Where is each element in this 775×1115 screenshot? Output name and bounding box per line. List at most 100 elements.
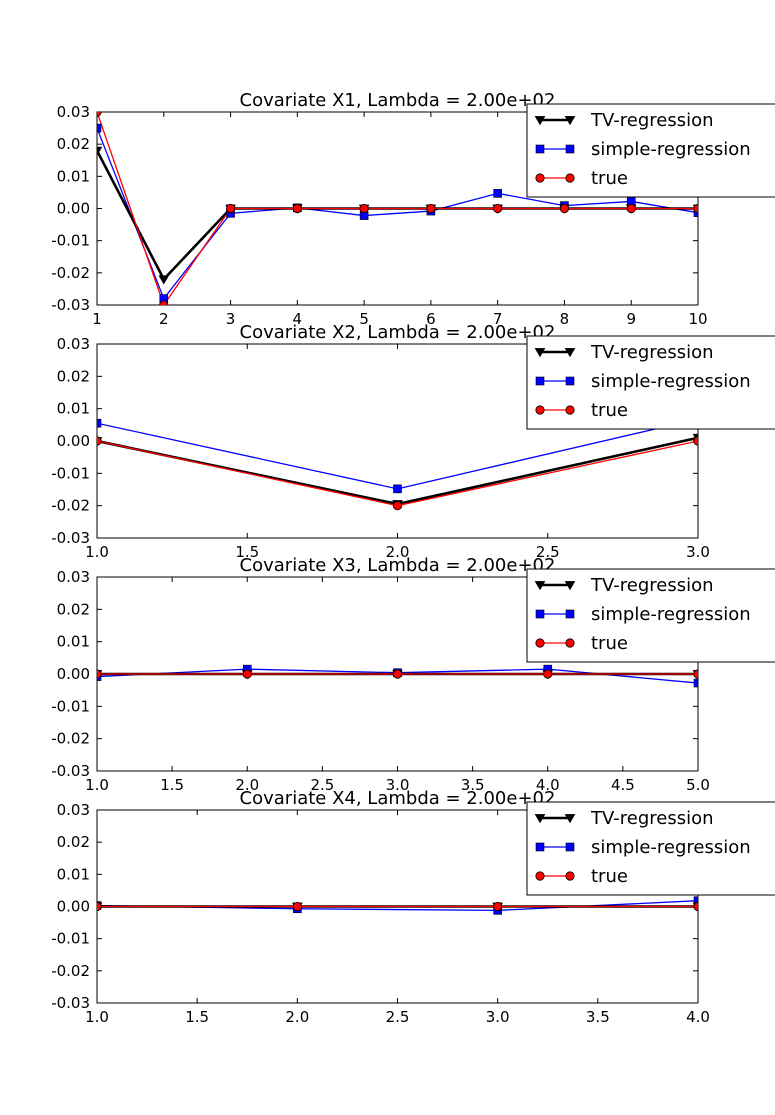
plot-area [97,112,698,305]
x-tick-label: 1.0 [85,543,109,561]
series-true [97,440,698,507]
x-tick-label: 2.0 [235,776,259,794]
data-point-triangle [97,146,103,156]
x-tick-label: 2.5 [536,543,560,561]
subplot-3: 0.03 0.02 0.01 0.00 -0.01 -0.02 -0.031.0 1.5 2.0… [51,555,775,794]
legend-marker-triangle [534,116,546,126]
legend-label: simple-regression [591,604,751,625]
y-tick-label: 0.00 [57,665,90,683]
data-point-circle [693,669,698,679]
y-tick-label: -0.01 [51,464,90,482]
x-tick-label: 4.0 [536,776,560,794]
legend-marker-triangle [534,348,546,358]
subplot-2: 0.03 0.02 0.01 0.00 -0.01 -0.02 -0.031.0 1.5 2.0… [51,322,775,561]
data-point-circle [693,901,698,912]
legend-label: true [591,866,628,887]
data-point-circle [225,203,236,214]
data-point-circle [493,203,503,214]
legend-marker-triangle [564,581,576,591]
legend-marker-triangle [564,814,576,824]
legend-label: simple-regression [591,139,751,160]
y-tick-label: -0.01 [51,232,90,250]
data-point-circle [292,901,302,912]
x-tick-label: 3.0 [686,543,710,561]
plot-area [97,896,698,915]
subplot-4: 0.03 0.02 0.01 0.00 -0.01 -0.02 -0.031.0 1.5 2.0… [51,788,775,1026]
x-tick-label: 3.5 [586,1008,610,1026]
x-tick-label: 2.0 [386,543,410,561]
x-tick-label: 2.5 [386,1008,410,1026]
y-tick-label: 0.03 [57,801,90,819]
y-tick-label: 0.00 [57,432,90,450]
x-tick-label: 4 [293,310,303,328]
x-tick-label: 4.5 [611,776,635,794]
legend-marker-square [565,144,575,154]
legend-marker-circle [535,173,545,183]
chart-title: Covariate X3, Lambda = 2.00e+02 [240,555,556,576]
legend-label: simple-regression [591,371,751,392]
data-point-circle [242,669,252,679]
x-tick-label: 2 [159,310,169,328]
legend-label: true [591,168,628,189]
data-point-square [693,896,698,906]
x-tick-label: 8 [560,310,570,328]
legend-marker-circle [565,638,575,648]
legend-marker-circle [565,173,575,183]
x-tick-label: 3 [226,310,236,328]
legend-marker-square [565,376,575,386]
y-tick-label: -0.02 [51,962,90,980]
x-tick-label: 1.5 [235,543,259,561]
y-tick-label: 0.01 [57,167,90,185]
y-tick-label: -0.01 [51,697,90,715]
legend-label: TV-regression [590,575,714,596]
y-tick-label: 0.02 [57,600,90,618]
plot-area [97,664,698,688]
x-tick-label: 2.0 [285,1008,309,1026]
y-tick-label: 0.01 [57,633,90,651]
data-point-circle [97,669,102,679]
legend-label: TV-regression [590,342,714,363]
x-tick-label: 4.0 [686,1008,710,1026]
data-point-square [97,123,102,133]
legend-marker-circle [565,405,575,415]
y-tick-label: -0.03 [51,994,90,1012]
data-point-square [493,189,502,198]
x-tick-label: 1.0 [85,776,109,794]
legend: TV-regression simple-regression true [526,335,775,430]
legend-marker-circle [565,871,575,881]
chart-title: Covariate X2, Lambda = 2.00e+02 [240,322,556,343]
x-tick-label: 2.5 [310,776,334,794]
data-point-circle [97,436,102,446]
x-tick-label: 3.0 [386,776,410,794]
legend: TV-regression simple-regression true [526,103,775,198]
y-tick-label: 0.03 [57,103,90,121]
legend-marker-triangle [564,348,576,358]
plot-area [97,414,698,511]
legend-marker-square [565,609,575,619]
x-tick-label: 10 [688,310,707,328]
x-tick-label: 3.5 [461,776,485,794]
x-tick-label: 1.5 [160,776,184,794]
data-point-circle [426,203,436,214]
series-true [97,112,698,305]
series-line [97,436,698,506]
data-point-circle [159,300,169,305]
data-point-square [97,418,102,428]
legend-marker-square [535,609,545,619]
data-point-circle [392,501,403,511]
data-point-circle [693,203,698,214]
x-tick-label: 1.0 [85,1008,109,1026]
legend: TV-regression simple-regression true [526,568,775,663]
data-point-triangle [158,275,170,285]
legend-marker-circle [535,405,545,415]
legend-marker-circle [535,638,545,648]
y-tick-label: 0.00 [57,200,90,218]
y-tick-label: -0.03 [51,296,90,314]
chart-title: Covariate X1, Lambda = 2.00e+02 [240,90,556,111]
y-tick-label: 0.03 [57,335,90,353]
y-tick-label: 0.00 [57,898,90,916]
y-tick-label: -0.02 [51,497,90,515]
legend-label: true [591,400,628,421]
series-TV-regression [97,436,698,506]
